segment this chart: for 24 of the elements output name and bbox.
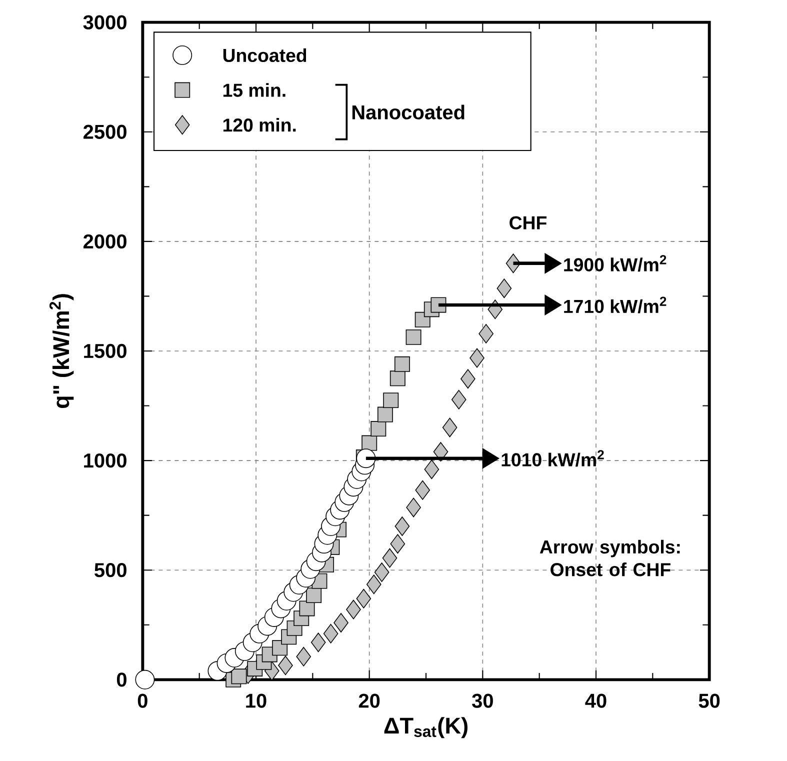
legend-label: 15 min.	[223, 83, 286, 97]
x-tick-label: 30	[472, 694, 493, 708]
x-tick-label: 40	[585, 694, 606, 708]
x-tick-label: 0	[138, 694, 148, 708]
y-tick-label: 2000	[83, 234, 126, 249]
x-axis-title: ΔT$_{sat}$(K)	[384, 717, 468, 738]
y-tick-label: 1500	[84, 344, 126, 358]
y-tick-label: 2500	[83, 124, 126, 139]
y-axis-title: q" (kW/m$^{2}$)	[50, 294, 74, 408]
y-tick-label: 3000	[83, 15, 126, 30]
annotation: Arrow symbols: Onset of CHF	[540, 540, 680, 576]
x-tick-label: 50	[698, 694, 720, 708]
legend-label: 120 min.	[223, 118, 296, 132]
annotation: CHF	[510, 216, 546, 230]
annotation: 1710 kW/m$^{2}$	[564, 296, 666, 314]
legend-title: Nanocoated	[352, 104, 464, 120]
legend-label: Uncoated	[223, 48, 306, 62]
annotation: 1010 kW/m$^{2}$	[502, 450, 604, 467]
x-tick-label: 20	[358, 694, 380, 708]
x-tick-label: 10	[246, 694, 266, 708]
y-tick-label: 1000	[84, 453, 126, 468]
annotation: 1900 kW/m$^{2}$	[564, 255, 666, 272]
y-tick-label: 500	[94, 563, 126, 578]
y-tick-label: 0	[116, 672, 126, 687]
